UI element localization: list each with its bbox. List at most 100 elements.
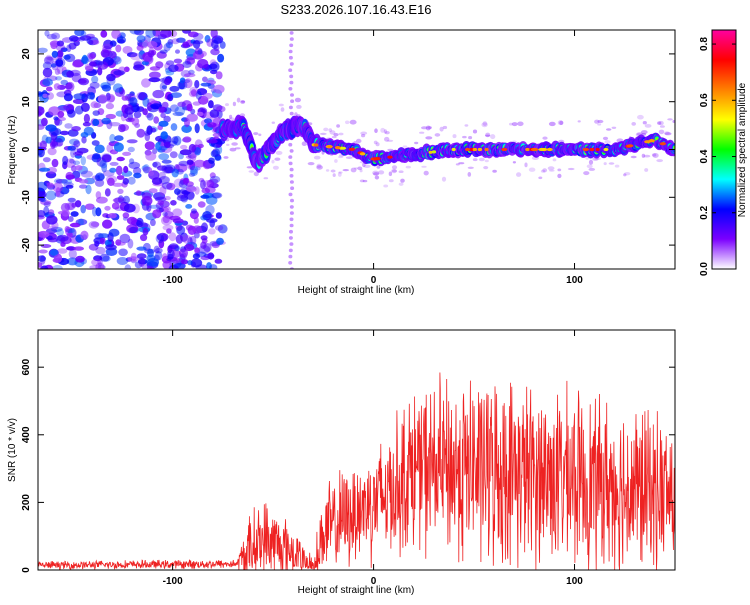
spectrogram-noise-blob: [167, 39, 174, 45]
spectrogram-noise-blob: [94, 144, 105, 154]
spectrogram-noise-blob: [80, 156, 87, 166]
spectrogram-noise-blob: [182, 235, 193, 244]
spectrogram-faint-blob: [349, 119, 357, 125]
spectrogram-faint-blob: [439, 126, 444, 132]
spectrogram-faint-blob: [386, 139, 394, 142]
spectrogram-noise-blob: [60, 47, 68, 52]
spectrogram-faint-blob: [651, 153, 657, 157]
spectrogram-noise-blob: [38, 230, 50, 238]
spectrogram-noise-blob: [180, 70, 191, 78]
spectrogram-noise-blob: [71, 202, 77, 208]
spectrogram-noise-blob: [201, 187, 211, 194]
spectrogram-noise-blob: [69, 158, 75, 164]
spectrogram-noise-blob: [207, 252, 215, 260]
spectrogram-faint-blob: [357, 166, 363, 171]
spectrogram-faint-blob: [547, 166, 555, 171]
spectrogram-noise-blob: [211, 192, 223, 199]
spectrogram-faint-blob: [338, 132, 344, 136]
spectrogram-faint-blob: [383, 184, 389, 188]
colorbar-tick-label: 0.0: [699, 262, 710, 276]
spectrogram-noise-blob: [68, 249, 77, 259]
spectrogram-hotspot: [595, 147, 600, 152]
spectrogram-noise-blob: [201, 222, 208, 233]
spectrogram-faint-blob: [232, 101, 236, 107]
spectrogram-noise-blob: [202, 211, 212, 221]
spectrogram-noise-blob: [197, 143, 204, 149]
spectrogram-noise-blob: [192, 32, 204, 41]
spectrogram-noise-blob: [79, 184, 88, 189]
spectrogram-noise-blob: [45, 182, 54, 188]
spectrogram-noise-blob: [120, 112, 127, 122]
spectrogram-faint-blob: [642, 121, 647, 125]
spectrogram-noise-blob: [186, 159, 194, 165]
spectrogram-noise-blob: [158, 106, 166, 114]
spectrogram-noise-blob: [55, 138, 64, 147]
spectrogram-hotspot: [431, 150, 437, 154]
spectrogram-faint-blob: [528, 167, 536, 172]
spectrogram-noise-blob: [209, 109, 220, 118]
colorbar: 0.0 0.2 0.4 0.6 0.8 Normalized spectral ampl…: [699, 29, 748, 276]
spectrogram-noise-blob: [152, 209, 162, 219]
spectrogram-noise-blob: [182, 136, 192, 143]
colorbar-label: Normalized spectral amplitude: [737, 82, 748, 217]
spectrogram-noise-blob: [190, 89, 197, 97]
spectrogram-noise-blob: [183, 78, 193, 89]
spectrogram-noise-blob: [145, 151, 157, 161]
spectrogram-noise-blob: [94, 240, 100, 247]
spectrogram-faint-blob: [383, 129, 387, 134]
spectrogram-noise-blob: [159, 49, 168, 54]
spectrogram-noise-blob: [136, 92, 146, 101]
spectrogram-hotspot: [659, 142, 666, 146]
spectrogram-noise-blob: [67, 197, 76, 203]
spectrogram-noise-blob: [123, 165, 129, 174]
spectrogram-faint-blob: [644, 124, 652, 128]
spectrogram-noise-blob: [177, 80, 188, 90]
spectrogram-noise-blob: [158, 176, 170, 184]
spectrogram-noise-blob: [177, 101, 186, 108]
spectrogram-faint-blob: [482, 121, 488, 126]
spectrogram-noise-blob: [136, 44, 144, 52]
spectrogram-noise-blob: [55, 58, 64, 67]
spectrogram-noise-blob: [194, 80, 200, 89]
snr-ytick-label: 400: [21, 426, 32, 443]
spectrogram-faint-blob: [586, 164, 593, 169]
spectrogram-noise-blob: [122, 46, 133, 54]
spectrogram-noise-blob: [52, 265, 63, 269]
spectrogram-faint-blob: [557, 168, 562, 172]
spectrogram-faint-blob: [405, 165, 411, 169]
spectrogram-noise-blob: [161, 101, 169, 109]
spectrogram-noise-blob: [182, 30, 192, 34]
spectrogram-noise-blob: [159, 82, 168, 92]
spectrogram-noise-blob: [38, 47, 48, 53]
spectrogram-noise-blob: [182, 177, 189, 185]
spectrogram-noise-blob: [164, 196, 171, 201]
spectrogram-faint-blob: [557, 120, 564, 126]
spectrogram-xtick-label: -100: [163, 275, 183, 286]
spectrogram-noise-blob: [85, 184, 92, 195]
spectrogram-noise-blob: [187, 260, 193, 266]
spectrogram-noise-blob: [126, 139, 138, 144]
spectrogram-faint-blob: [464, 124, 469, 127]
spectrogram-noise-blob: [173, 58, 183, 64]
spectrogram-noise-blob: [191, 208, 197, 214]
spectrogram-noise-blob: [186, 190, 195, 201]
spectrogram-faint-blob: [656, 159, 663, 163]
spectrogram-faint-blob: [391, 168, 397, 174]
spectrogram-faint-blob: [391, 169, 397, 173]
snr-ytick-label: 0: [21, 567, 32, 573]
spectrogram-faint-blob: [263, 177, 269, 180]
spectrogram-faint-blob: [294, 112, 298, 117]
spectrogram-noise-blob: [178, 160, 189, 167]
chart-title: S233.2026.107.16.43.E16: [280, 2, 431, 17]
spectrogram-noise-blob: [99, 253, 110, 262]
spectrogram-noise-blob: [97, 61, 109, 70]
spectrogram-faint-blob: [492, 169, 497, 173]
spectrogram-noise-blob: [92, 206, 98, 217]
spectrogram-noise-blob: [161, 159, 172, 164]
spectrogram-faint-blob: [240, 100, 246, 104]
spectrogram-faint-blob: [296, 104, 302, 109]
spectrogram-noise-blob: [154, 251, 163, 261]
spectrogram-noise-blob: [95, 246, 106, 255]
spectrogram-noise-blob: [80, 204, 86, 214]
